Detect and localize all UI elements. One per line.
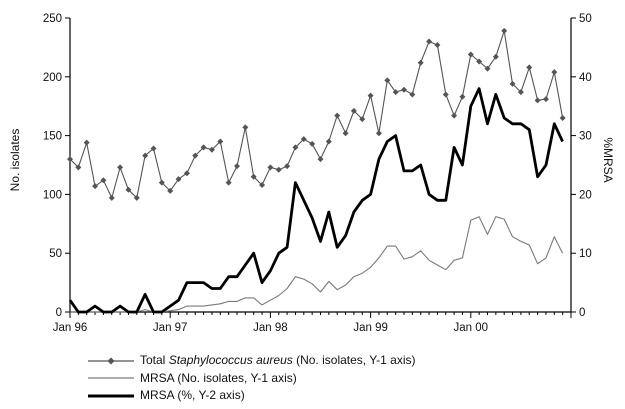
series-point-0 <box>200 144 207 151</box>
y1-tick-label: 200 <box>43 72 62 84</box>
y1-axis-title: No. isolates <box>8 129 22 192</box>
y2-tick-label: 0 <box>579 307 585 319</box>
series-point-0 <box>409 91 416 98</box>
series-point-0 <box>375 130 382 137</box>
series-point-0 <box>150 145 157 152</box>
series-point-0 <box>417 59 424 66</box>
series-point-0 <box>284 163 291 170</box>
series-point-0 <box>401 86 407 93</box>
series-point-0 <box>275 166 282 173</box>
y1-tick-label: 100 <box>43 189 62 201</box>
series-point-0 <box>367 92 374 99</box>
series-point-0 <box>142 152 149 159</box>
series-point-0 <box>158 179 165 186</box>
series-point-0 <box>534 97 541 104</box>
series-point-0 <box>334 112 341 119</box>
series-point-0 <box>67 156 73 163</box>
series-point-0 <box>208 146 215 153</box>
series-point-0 <box>217 138 224 145</box>
legend-swatch-mrsa-percent <box>88 394 134 398</box>
legend-item-mrsa-count: MRSA (No. isolates, Y-1 axis) <box>88 370 415 388</box>
series-point-0 <box>317 156 324 163</box>
series-point-0 <box>242 124 249 131</box>
series-point-0 <box>451 112 458 119</box>
series-point-0 <box>167 187 174 194</box>
y2-tick-label: 10 <box>579 248 592 260</box>
series-point-0 <box>234 163 240 170</box>
x-axis-ticks: Jan 96 Jan 97 Jan 98 Jan 99 Jan 00 <box>53 312 572 334</box>
legend: Total Staphylococcus aureus (No. isolate… <box>88 352 415 405</box>
series-point-0 <box>259 181 266 188</box>
series-point-0 <box>517 89 524 96</box>
y1-tick-label: 150 <box>43 131 62 143</box>
legend-label-mrsa-percent: MRSA (%, Y-2 axis) <box>140 388 245 402</box>
y1-tick-label: 50 <box>49 248 62 260</box>
legend-label-mrsa-count: MRSA (No. isolates, Y-1 axis) <box>140 370 297 385</box>
series-line-2 <box>68 87 564 314</box>
y2-axis-ticks: 0 10 20 30 40 50 <box>571 13 592 319</box>
series-point-0 <box>342 130 349 137</box>
series-point-0 <box>117 164 124 171</box>
series-point-0 <box>426 38 433 45</box>
series-point-0 <box>75 164 82 171</box>
y2-tick-label: 40 <box>579 72 592 84</box>
series-point-0 <box>125 186 132 193</box>
series-point-0 <box>476 58 483 65</box>
series-point-0 <box>350 107 357 114</box>
series-point-0 <box>559 114 566 121</box>
series-point-0 <box>83 139 90 146</box>
series-point-0 <box>309 140 316 147</box>
x-tick-label: Jan 00 <box>454 322 489 334</box>
y2-axis-title: %MRSA <box>601 137 615 182</box>
series-point-0 <box>225 179 232 186</box>
series-point-0 <box>467 51 474 58</box>
legend-item-total: Total Staphylococcus aureus (No. isolate… <box>88 352 415 370</box>
series-point-0 <box>192 152 199 159</box>
x-tick-label: Jan 99 <box>353 322 388 334</box>
legend-swatch-mrsa-count <box>88 377 134 379</box>
series-point-0 <box>325 138 332 145</box>
series-point-0 <box>92 183 99 190</box>
y1-tick-label: 0 <box>56 307 62 319</box>
y2-tick-label: 50 <box>579 13 592 25</box>
series-point-0 <box>492 53 499 60</box>
series-point-0 <box>542 96 549 103</box>
y2-tick-label: 20 <box>579 189 592 201</box>
series-point-0 <box>100 177 107 184</box>
series-point-0 <box>434 42 441 49</box>
series-point-0 <box>509 80 516 87</box>
x-tick-label: Jan 98 <box>253 322 288 334</box>
series-point-0 <box>384 77 391 84</box>
x-tick-label: Jan 96 <box>53 322 88 334</box>
legend-swatch-total <box>88 357 134 365</box>
series-point-0 <box>108 194 115 201</box>
series-point-0 <box>250 173 257 180</box>
series-point-0 <box>501 27 508 34</box>
series-point-0 <box>359 116 366 123</box>
series-point-0 <box>175 176 182 183</box>
legend-item-mrsa-percent: MRSA (%, Y-2 axis) <box>88 387 415 405</box>
series-point-0 <box>300 136 307 143</box>
series-point-0 <box>442 91 449 98</box>
series-point-0 <box>526 64 533 71</box>
series-point-0 <box>392 89 399 96</box>
y1-tick-label: 250 <box>43 13 62 25</box>
series-layer <box>67 27 566 314</box>
series-point-0 <box>267 164 274 171</box>
series-point-0 <box>183 170 190 177</box>
series-point-0 <box>459 93 466 100</box>
series-point-0 <box>133 194 140 201</box>
y2-tick-label: 30 <box>579 131 592 143</box>
series-point-0 <box>292 144 299 151</box>
series-point-0 <box>484 65 491 72</box>
y1-axis-ticks: 0 50 100 150 200 250 <box>43 13 70 319</box>
legend-label-total: Total Staphylococcus aureus (No. isolate… <box>140 353 416 367</box>
x-tick-label: Jan 97 <box>153 322 188 334</box>
series-point-0 <box>551 69 558 76</box>
